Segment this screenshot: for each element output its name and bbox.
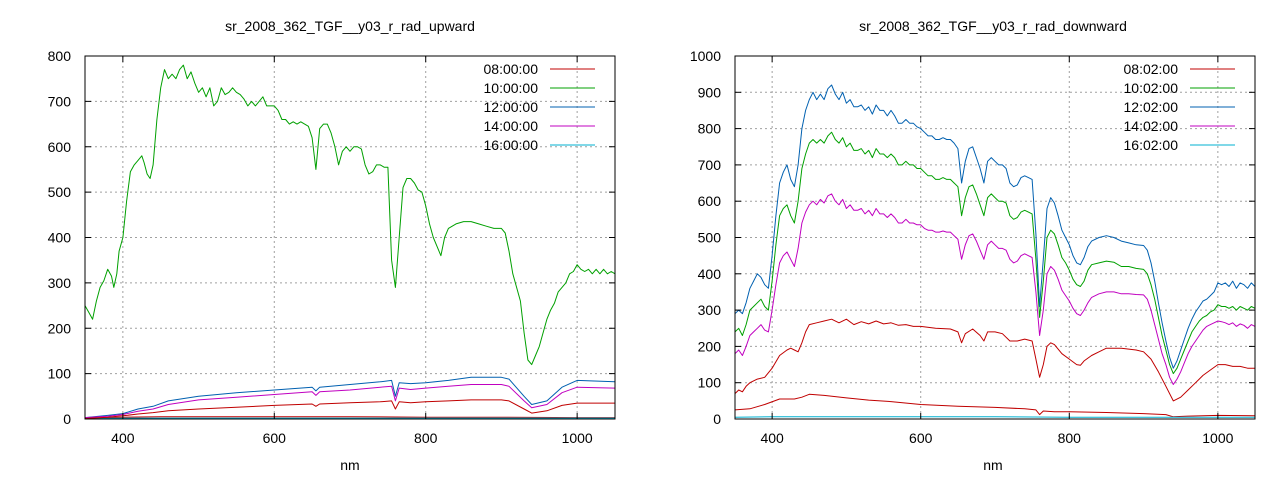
legend-label: 14:00:00 <box>484 118 539 134</box>
x-tick-label: 400 <box>760 430 784 446</box>
legend-label: 10:00:00 <box>484 80 539 96</box>
series-lines <box>734 84 1256 418</box>
y-tick-label: 500 <box>48 184 72 200</box>
x-tick-label: 600 <box>909 430 933 446</box>
x-tick-label: 1000 <box>562 430 593 446</box>
y-tick-label: 300 <box>698 302 722 318</box>
legend-label: 12:00:00 <box>484 99 539 115</box>
series-line <box>84 416 615 419</box>
x-tick-label: 600 <box>263 430 287 446</box>
y-tick-label: 700 <box>48 93 72 109</box>
series-line <box>734 318 1255 402</box>
legend-label: 14:02:00 <box>1124 118 1179 134</box>
y-tick-label: 400 <box>48 230 72 246</box>
y-tick-label: 600 <box>698 193 722 209</box>
series-line <box>734 393 1256 418</box>
y-tick-label: 900 <box>698 84 722 100</box>
series-line <box>84 64 616 366</box>
y-tick-label: 200 <box>698 338 722 354</box>
chart-title: sr_2008_362_TGF__y03_r_rad_downward <box>859 18 1127 34</box>
x-tick-label: 1000 <box>1202 430 1233 446</box>
series-line <box>84 399 615 419</box>
x-tick-label: 400 <box>111 430 135 446</box>
y-tick-label: 0 <box>63 411 71 427</box>
axis-ticks: 400 600 800 1000 0 100 200 300 400 500 600 700 800 <box>48 48 615 446</box>
y-tick-label: 500 <box>698 230 722 246</box>
chart-panel-upward: sr_2008_362_TGF__y03_r_rad_upward 400 600… <box>48 18 616 473</box>
y-tick-label: 300 <box>48 275 72 291</box>
legend-label: 10:02:00 <box>1124 80 1179 96</box>
x-tick-label: 800 <box>414 430 438 446</box>
legend-label: 12:02:00 <box>1124 99 1179 115</box>
series-line <box>84 376 616 419</box>
y-tick-label: 400 <box>698 266 722 282</box>
y-tick-label: 100 <box>48 366 72 382</box>
series-line <box>84 384 616 419</box>
y-tick-label: 800 <box>698 121 722 137</box>
grid-lines <box>85 56 615 419</box>
axis-ticks: 400 600 800 1000 0 100 200 300 400 500 600 700 800 90… <box>690 48 1255 446</box>
x-axis-label: nm <box>340 457 359 473</box>
legend-label: 08:00:00 <box>484 61 539 77</box>
legend-label: 16:02:00 <box>1124 137 1179 153</box>
y-tick-label: 0 <box>713 411 721 427</box>
x-tick-label: 800 <box>1058 430 1082 446</box>
series-line <box>734 193 1256 385</box>
y-tick-label: 100 <box>698 375 722 391</box>
y-tick-label: 1000 <box>690 48 721 64</box>
legend: 08:00:00 10:00:00 12:00:00 14:00:00 16:00:00 <box>484 61 595 153</box>
series-line <box>734 131 1256 375</box>
legend-label: 16:00:00 <box>484 137 539 153</box>
series-lines <box>84 64 616 419</box>
y-tick-label: 700 <box>698 157 722 173</box>
chart-panel-downward: sr_2008_362_TGF__y03_r_rad_downward 400 6… <box>690 18 1256 473</box>
legend-label: 08:02:00 <box>1124 61 1179 77</box>
legend: 08:02:00 10:02:00 12:02:00 14:02:00 16:02:00 <box>1124 61 1235 153</box>
y-tick-label: 200 <box>48 320 72 336</box>
y-tick-label: 800 <box>48 48 72 64</box>
chart-title: sr_2008_362_TGF__y03_r_rad_upward <box>225 18 475 34</box>
y-tick-label: 600 <box>48 139 72 155</box>
series-line <box>734 84 1256 369</box>
x-axis-label: nm <box>983 457 1002 473</box>
